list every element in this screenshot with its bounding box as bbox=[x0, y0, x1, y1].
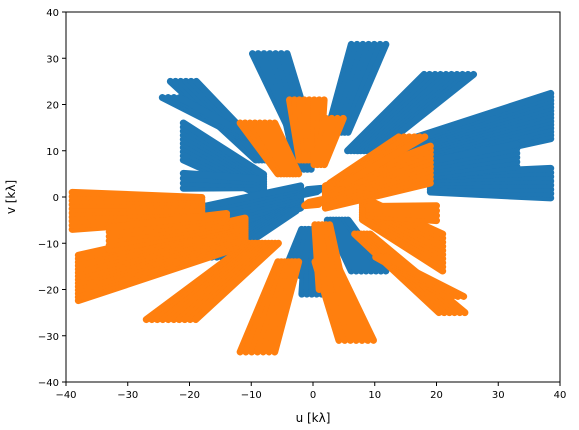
series-2 bbox=[68, 96, 469, 356]
x-tick-label: 10 bbox=[368, 390, 381, 401]
x-tick-label: −40 bbox=[55, 390, 76, 401]
uv-track-point-run bbox=[176, 94, 254, 141]
uv-track-point-run bbox=[313, 114, 336, 169]
uv-track-point-run bbox=[318, 221, 336, 293]
uv-track-point-run bbox=[382, 253, 468, 300]
uv-track-point-run bbox=[192, 239, 282, 324]
uv-track-point-run bbox=[341, 133, 429, 187]
uv-track-point-run bbox=[248, 258, 289, 356]
x-axis-label: u [kλ] bbox=[296, 411, 331, 425]
y-axis-label: v [kλ] bbox=[4, 180, 18, 214]
y-tick-label: 0 bbox=[53, 193, 59, 204]
uv-track-point-run bbox=[310, 114, 330, 169]
uv-track-point-run bbox=[315, 221, 329, 293]
x-tick-label: 30 bbox=[492, 390, 505, 401]
uv-track-point-run bbox=[105, 209, 231, 232]
x-tick-label: 40 bbox=[554, 390, 567, 401]
uv-track-point-run bbox=[253, 258, 292, 356]
x-tick-label: −20 bbox=[179, 390, 200, 401]
y-tick-label: −10 bbox=[38, 239, 59, 250]
uv-track-point-run bbox=[236, 258, 282, 356]
y-tick-label: 40 bbox=[46, 8, 59, 19]
uv-track-point-run bbox=[326, 221, 348, 293]
uv-track-point-run bbox=[271, 258, 303, 356]
x-tick-label: −30 bbox=[117, 390, 138, 401]
uv-track-point-run bbox=[322, 221, 342, 293]
uv-track-point-run bbox=[179, 169, 261, 183]
uv-track-point-run bbox=[311, 221, 323, 293]
uv-track-point-run bbox=[320, 114, 347, 169]
x-tick-label: −10 bbox=[241, 390, 262, 401]
y-tick-label: −40 bbox=[38, 378, 59, 389]
y-tick-label: 20 bbox=[46, 101, 59, 112]
x-tick-label: 20 bbox=[430, 390, 443, 401]
y-tick-label: −30 bbox=[38, 332, 59, 343]
uv-track-point-run bbox=[242, 258, 285, 356]
y-tick-label: 10 bbox=[46, 147, 59, 158]
uv-track-point-run bbox=[303, 184, 325, 194]
y-tick-label: −20 bbox=[38, 286, 59, 297]
uv-track-point-run bbox=[68, 188, 206, 201]
uv-track-point-run bbox=[265, 258, 299, 356]
uv-track-point-run bbox=[271, 119, 303, 178]
uv-track-point-run bbox=[259, 258, 296, 356]
uv-track-point-run bbox=[179, 119, 268, 178]
uv-track-point-run bbox=[365, 202, 440, 210]
y-axis-ticks: −40 −30 −20 −10 0 10 20 30 40 bbox=[38, 8, 66, 389]
x-axis-ticks: −40 −30 −20 −10 0 10 20 30 40 bbox=[55, 382, 566, 401]
uv-track-point-run bbox=[305, 195, 330, 206]
uv-track-point-run bbox=[341, 40, 384, 136]
scatter-marks bbox=[68, 40, 555, 356]
y-tick-label: 30 bbox=[46, 54, 59, 65]
uv-track-point-run bbox=[344, 40, 390, 136]
uv-track-point-run bbox=[337, 40, 378, 136]
uv-track-point-run bbox=[317, 114, 341, 169]
uv-track-point-run bbox=[296, 225, 316, 280]
x-tick-label: 0 bbox=[310, 390, 316, 401]
